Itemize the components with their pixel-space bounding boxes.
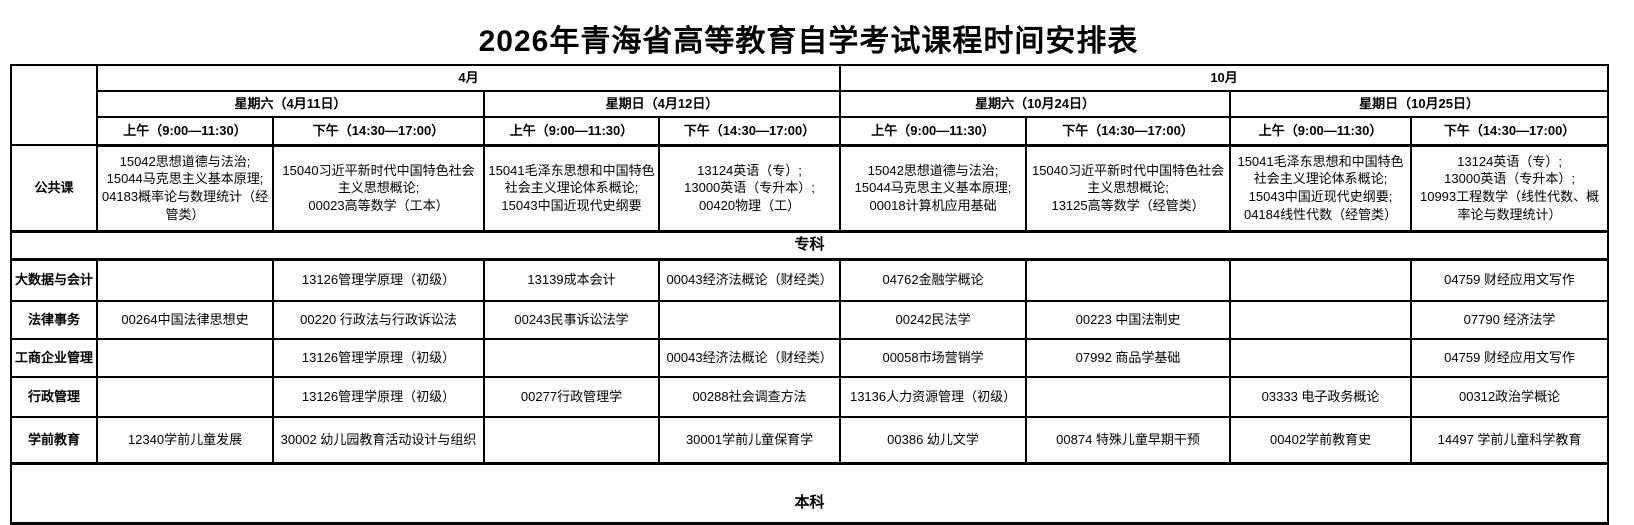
time-header-row: 上午（9:00—11:30） 下午（14:30—17:00） 上午（9:00—1… <box>11 116 1610 147</box>
course-cell: 15042思想道德与法治; 15044马克思主义基本原理; 04183概率论与数… <box>96 144 274 233</box>
course-cell <box>1025 376 1232 418</box>
time-header-oct-sat-pm: 下午（14:30—17:00） <box>1025 116 1232 147</box>
course-cell: 00386 幼儿文学 <box>839 416 1028 464</box>
section-divider-label: 本科 <box>9 461 1610 525</box>
course-cell <box>483 416 660 464</box>
course-cell: 00043经济法概论（财经类） <box>657 258 842 302</box>
course-cell: 00277行政管理学 <box>483 376 660 418</box>
table-row-legal-affairs: 法律事务 00264中国法律思想史 00220 行政法与行政诉讼法 00243民… <box>10 300 1610 340</box>
course-cell: 13126管理学原理（初级） <box>272 338 485 378</box>
course-cell <box>1229 338 1413 378</box>
course-cell: 14497 学前儿童科学教育 <box>1410 416 1610 464</box>
table-row-public-courses: 公共课 15042思想道德与法治; 15044马克思主义基本原理; 04183概… <box>10 144 1610 233</box>
page: 2026年青海省高等教育自学考试课程时间安排表 4月 10月 星期六（4月11日… <box>9 25 1610 525</box>
month-header-row: 4月 10月 <box>10 64 1610 146</box>
course-cell <box>96 258 274 302</box>
day-header-apr-sun: 星期日（4月12日） <box>482 90 842 118</box>
course-cell: 00312政治学概论 <box>1410 376 1610 418</box>
course-cell: 03333 电子政务概论 <box>1229 376 1413 418</box>
day-header-row: 星期六（4月11日） 星期日（4月12日） 星期六（10月24日） 星期日（10… <box>11 90 1610 118</box>
section-divider-benke: 本科 <box>9 461 1610 525</box>
course-cell: 13139成本会计 <box>483 258 660 302</box>
time-header-oct-sat-am: 上午（9:00—11:30） <box>839 116 1028 147</box>
course-cell: 13126管理学原理（初级） <box>272 376 485 418</box>
course-cell: 04759 财经应用文写作 <box>1410 258 1610 302</box>
table-row-public-administration: 行政管理 13126管理学原理（初级） 00277行政管理学 00288社会调查… <box>10 376 1610 418</box>
time-header-apr-sat-pm: 下午（14:30—17:00） <box>272 116 485 147</box>
course-cell: 15042思想道德与法治; 15044马克思主义基本原理; 00018计算机应用… <box>839 144 1028 233</box>
time-header-apr-sun-am: 上午（9:00—11:30） <box>483 116 660 147</box>
course-cell: 00220 行政法与行政诉讼法 <box>272 300 485 340</box>
course-cell: 13124英语（专）; 13000英语（专升本）; 10993工程数学（线性代数… <box>1410 144 1610 233</box>
table-row-preschool-education: 学前教育 12340学前儿童发展 30002 幼儿园教育活动设计与组织 3000… <box>10 416 1610 464</box>
course-cell <box>1229 258 1413 302</box>
course-cell: 13136人力资源管理（初级） <box>839 376 1028 418</box>
course-cell: 07992 商品学基础 <box>1025 338 1232 378</box>
course-cell <box>1025 258 1232 302</box>
course-cell: 00058市场营销学 <box>839 338 1028 378</box>
row-category: 大数据与会计 <box>10 258 98 302</box>
course-cell: 04759 财经应用文写作 <box>1410 338 1610 378</box>
course-cell: 07790 经济法学 <box>1410 300 1610 340</box>
page-title: 2026年青海省高等教育自学考试课程时间安排表 <box>478 25 1139 58</box>
course-cell: 13124英语（专）; 13000英语（专升本）; 00420物理（工） <box>657 144 842 233</box>
course-cell: 30001学前儿童保育学 <box>657 416 842 464</box>
course-cell: 00874 特殊儿童早期干预 <box>1025 416 1232 464</box>
corner-cell <box>10 64 98 146</box>
course-cell: 13126管理学原理（初级） <box>272 258 485 302</box>
course-cell: 15041毛泽东思想和中国特色社会主义理论体系概论; 15043中国近现代史纲要… <box>1229 144 1413 233</box>
course-cell: 15040习近平新时代中国特色社会主义思想概论; 00023高等数学（工本） <box>272 144 485 233</box>
course-cell: 00043经济法概论（财经类） <box>657 338 842 378</box>
time-header-apr-sun-pm: 下午（14:30—17:00） <box>657 116 842 147</box>
month-header-october: 10月 <box>839 64 1610 92</box>
course-cell <box>96 376 274 418</box>
time-header-apr-sat-am: 上午（9:00—11:30） <box>96 116 274 147</box>
time-header-oct-sun-am: 上午（9:00—11:30） <box>1229 116 1413 147</box>
course-cell: 04762金融学概论 <box>839 258 1028 302</box>
course-cell <box>1229 300 1413 340</box>
section-divider-label: 专科 <box>9 229 1610 261</box>
month-header-april: 4月 <box>95 64 842 92</box>
row-category: 学前教育 <box>10 416 98 464</box>
course-cell: 00264中国法律思想史 <box>96 300 274 340</box>
course-cell <box>657 300 842 340</box>
row-category: 公共课 <box>10 144 98 233</box>
exam-schedule-table: 4月 10月 星期六（4月11日） 星期日（4月12日） 星期六（10月24日）… <box>9 64 1610 525</box>
course-cell: 00288社会调查方法 <box>657 376 842 418</box>
course-cell: 00223 中国法制史 <box>1025 300 1232 340</box>
day-header-oct-sun: 星期日（10月25日） <box>1229 90 1610 118</box>
course-cell: 12340学前儿童发展 <box>96 416 274 464</box>
table-row-business-management: 工商企业管理 13126管理学原理（初级） 00043经济法概论（财经类） 00… <box>10 338 1610 378</box>
course-cell: 00402学前教育史 <box>1229 416 1413 464</box>
row-category: 行政管理 <box>10 376 98 418</box>
section-divider-zhuanke: 专科 <box>9 229 1610 261</box>
day-header-oct-sat: 星期六（10月24日） <box>839 90 1232 118</box>
day-header-apr-sat: 星期六（4月11日） <box>96 90 485 118</box>
row-category: 法律事务 <box>10 300 98 340</box>
table-row-big-data-accounting: 大数据与会计 13126管理学原理（初级） 13139成本会计 00043经济法… <box>10 258 1610 302</box>
course-cell <box>483 338 660 378</box>
course-cell: 00243民事诉讼法学 <box>483 300 660 340</box>
course-cell: 00242民法学 <box>839 300 1028 340</box>
time-header-oct-sun-pm: 下午（14:30—17:00） <box>1410 116 1610 147</box>
course-cell: 15040习近平新时代中国特色社会主义思想概论; 13125高等数学（经管类） <box>1025 144 1232 233</box>
course-cell: 15041毛泽东思想和中国特色社会主义理论体系概论; 15043中国近现代史纲要 <box>483 144 660 233</box>
course-cell <box>96 338 274 378</box>
row-category: 工商企业管理 <box>10 338 98 378</box>
course-cell: 30002 幼儿园教育活动设计与组织 <box>272 416 485 464</box>
